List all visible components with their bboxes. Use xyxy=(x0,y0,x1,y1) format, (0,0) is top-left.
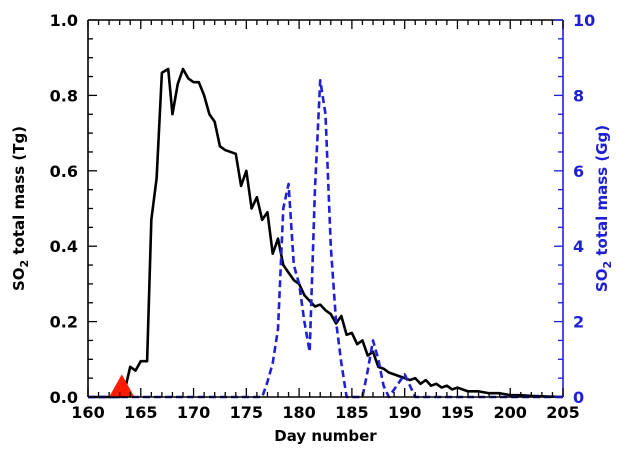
ticks-layer: 160 165 170 175 180 185 190 195 200 205 0.0 0.2 0.4 0… xyxy=(50,11,596,422)
y-right-tick-label: 2 xyxy=(573,313,584,332)
y-right-tick-label: 10 xyxy=(573,11,595,30)
x-axis-title: Day number xyxy=(274,427,377,445)
y-left-tick-label: 0.2 xyxy=(50,313,78,332)
x-tick-label: 185 xyxy=(335,403,368,422)
y-right-tick-label: 4 xyxy=(573,237,584,256)
x-tick-label: 190 xyxy=(388,403,421,422)
y-right-tick-label: 8 xyxy=(573,86,584,105)
y-right-axis-title-subscript: 2 xyxy=(601,261,614,269)
x-tick-label: 175 xyxy=(230,403,263,422)
marker-layer xyxy=(109,374,135,397)
y-left-tick-label: 1.0 xyxy=(50,11,78,30)
y-left-tick-label: 0.0 xyxy=(50,388,78,407)
y-left-axis-title-suffix: total mass (Tg) xyxy=(10,126,28,260)
y-left-tick-label: 0.6 xyxy=(50,162,78,181)
x-tick-label: 170 xyxy=(177,403,210,422)
x-tick-label: 205 xyxy=(546,403,579,422)
y-left-tick-label: 0.8 xyxy=(50,86,78,105)
y-left-axis-title-subscript: 2 xyxy=(18,260,31,268)
y-left-axis-title: SO2 total mass (Tg) xyxy=(10,126,31,291)
axes-layer xyxy=(87,19,564,398)
y-right-tick-label: 6 xyxy=(573,162,584,181)
x-tick-label: 180 xyxy=(282,403,315,422)
eruption-marker-triangle-0 xyxy=(109,374,135,397)
y-right-axis-title: SO2 total mass (Gg) xyxy=(593,125,614,292)
x-tick-label: 165 xyxy=(124,403,157,422)
x-tick-label: 200 xyxy=(494,403,527,422)
x-tick-label: 160 xyxy=(71,403,104,422)
y-right-axis-title-prefix: SO xyxy=(593,269,611,293)
series-dashed-line-1 xyxy=(88,79,563,399)
series-solid-line-0 xyxy=(88,67,564,399)
y-right-axis-title-suffix: total mass (Gg) xyxy=(593,125,611,261)
y-left-axis-title-prefix: SO xyxy=(10,267,28,291)
x-tick-label: 195 xyxy=(441,403,474,422)
y-left-tick-label: 0.4 xyxy=(50,237,78,256)
series-layer xyxy=(88,67,564,399)
y-right-tick-label: 0 xyxy=(573,388,584,407)
